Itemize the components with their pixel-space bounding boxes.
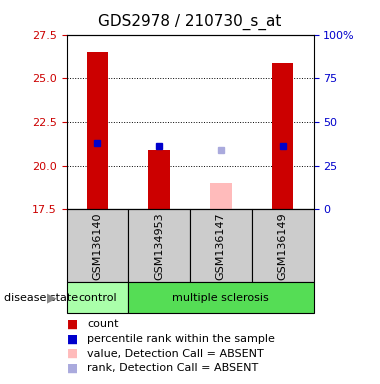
Text: GSM136149: GSM136149 xyxy=(278,212,288,280)
Bar xyxy=(252,209,314,282)
Bar xyxy=(190,209,252,282)
Text: GDS2978 / 210730_s_at: GDS2978 / 210730_s_at xyxy=(98,13,282,30)
Text: count: count xyxy=(87,319,119,329)
Bar xyxy=(210,183,232,209)
Text: percentile rank within the sample: percentile rank within the sample xyxy=(87,334,275,344)
Text: ■: ■ xyxy=(66,362,78,375)
Text: ■: ■ xyxy=(66,333,78,346)
Text: control: control xyxy=(78,293,117,303)
Text: GSM134953: GSM134953 xyxy=(154,212,164,280)
Bar xyxy=(66,209,128,282)
Text: rank, Detection Call = ABSENT: rank, Detection Call = ABSENT xyxy=(87,363,259,373)
Bar xyxy=(66,282,128,313)
Bar xyxy=(272,63,293,209)
Text: multiple sclerosis: multiple sclerosis xyxy=(173,293,269,303)
Bar xyxy=(128,282,314,313)
Text: value, Detection Call = ABSENT: value, Detection Call = ABSENT xyxy=(87,349,264,359)
Bar xyxy=(87,52,108,209)
Text: ■: ■ xyxy=(66,318,78,331)
Text: GSM136147: GSM136147 xyxy=(216,212,226,280)
Text: GSM136140: GSM136140 xyxy=(92,212,102,280)
Bar xyxy=(128,209,190,282)
Text: disease state: disease state xyxy=(4,293,78,303)
Bar xyxy=(148,150,170,209)
Text: ■: ■ xyxy=(66,347,78,360)
Text: ▶: ▶ xyxy=(46,291,56,304)
